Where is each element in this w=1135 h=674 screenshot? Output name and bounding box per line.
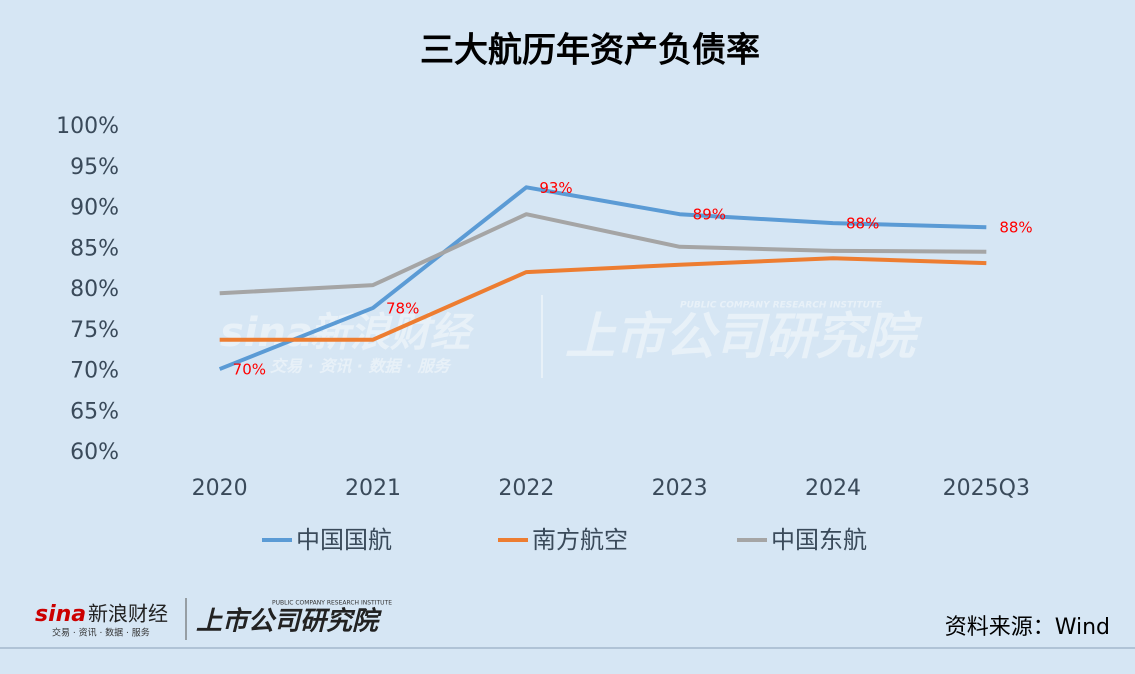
logo-sina: sina [35,602,86,627]
x-tick-label: 2023 [652,476,708,501]
y-tick-label: 65% [70,399,119,424]
x-tick-label: 2021 [345,476,401,501]
series-line [218,185,987,371]
x-tick-label: 2020 [192,476,248,501]
legend-label: 南方航空 [532,526,628,554]
watermark-tagline: 交易 · 资讯 · 数据 · 服务 [270,357,452,376]
y-tick-label: 80% [70,277,119,302]
data-label: 93% [539,179,572,197]
chart-title: 三大航历年资产负债率 [420,31,760,71]
data-label: 78% [386,299,419,317]
x-tick-label: 2024 [805,476,861,501]
y-tick-label: 85% [70,236,119,261]
y-tick-label: 90% [70,196,119,221]
legend-label: 中国国航 [296,526,392,554]
watermark: sina 新浪财经 交易 · 资讯 · 数据 · 服务 上市公司研究院 PUBL… [220,295,923,378]
data-label: 88% [999,219,1032,237]
data-label: 88% [846,215,879,233]
series-line [219,212,987,296]
logo-sina-name: 新浪财经 [88,602,168,626]
y-tick-label: 95% [70,155,119,180]
watermark-institute-en: PUBLIC COMPANY RESEARCH INSTITUTE [680,301,883,311]
data-label: 70% [233,361,266,379]
data-label: 89% [693,206,726,224]
legend-label: 中国东航 [771,526,867,554]
logo-institute: 上市公司研究院 [196,607,382,637]
x-tick-label: 2025Q3 [943,476,1030,501]
watermark-institute: 上市公司研究院 [565,308,923,366]
source-note: 资料来源：Wind [945,615,1110,640]
logo-institute-en: PUBLIC COMPANY RESEARCH INSTITUTE [272,600,392,607]
logo-tagline: 交易 · 资讯 · 数据 · 服务 [52,627,150,639]
series-line [219,256,987,342]
y-tick-label: 100% [56,114,119,139]
y-tick-label: 75% [70,318,119,343]
footer-logo: sina 新浪财经 交易 · 资讯 · 数据 · 服务 上市公司研究院 PUBL… [35,598,392,640]
y-tick-label: 60% [70,440,119,465]
y-tick-label: 70% [70,359,119,384]
x-tick-label: 2022 [498,476,554,501]
